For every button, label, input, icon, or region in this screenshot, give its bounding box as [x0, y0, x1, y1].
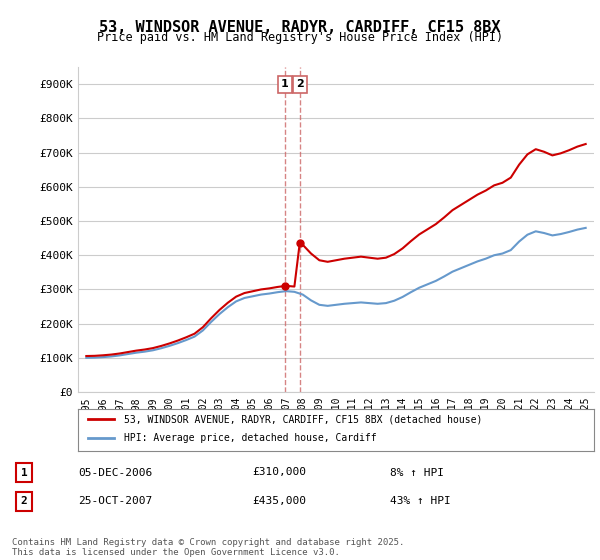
Text: 1: 1	[20, 468, 28, 478]
Text: £310,000: £310,000	[252, 468, 306, 478]
Text: 53, WINDSOR AVENUE, RADYR, CARDIFF, CF15 8BX: 53, WINDSOR AVENUE, RADYR, CARDIFF, CF15…	[99, 20, 501, 35]
Text: 8% ↑ HPI: 8% ↑ HPI	[390, 468, 444, 478]
Text: 25-OCT-2007: 25-OCT-2007	[78, 497, 152, 506]
Text: Contains HM Land Registry data © Crown copyright and database right 2025.
This d: Contains HM Land Registry data © Crown c…	[12, 538, 404, 557]
Text: Price paid vs. HM Land Registry's House Price Index (HPI): Price paid vs. HM Land Registry's House …	[97, 31, 503, 44]
Text: HPI: Average price, detached house, Cardiff: HPI: Average price, detached house, Card…	[124, 433, 377, 443]
Text: £435,000: £435,000	[252, 497, 306, 506]
Text: 43% ↑ HPI: 43% ↑ HPI	[390, 497, 451, 506]
Text: 05-DEC-2006: 05-DEC-2006	[78, 468, 152, 478]
Text: 53, WINDSOR AVENUE, RADYR, CARDIFF, CF15 8BX (detached house): 53, WINDSOR AVENUE, RADYR, CARDIFF, CF15…	[124, 414, 483, 424]
Text: 2: 2	[296, 80, 304, 89]
Text: 2: 2	[20, 497, 28, 506]
Text: 1: 1	[281, 80, 289, 89]
